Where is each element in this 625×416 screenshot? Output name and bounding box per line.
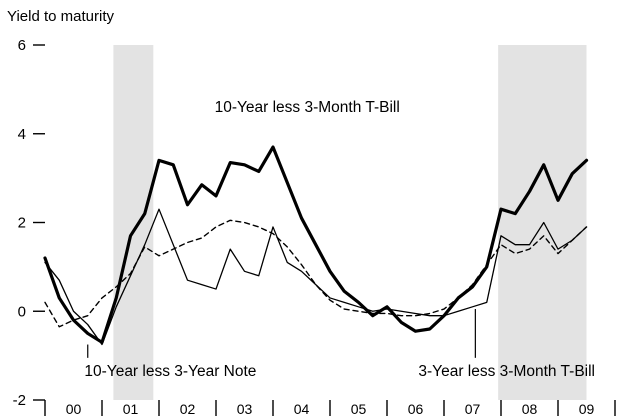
series-line-1 [43, 145, 589, 344]
x-year-label-06: 06 [408, 401, 424, 416]
x-axis: 00 01 02 03 04 05 06 07 08 09 [44, 400, 616, 416]
y-tick-label--2: -2 [13, 392, 26, 409]
x-year-label-07: 07 [465, 401, 481, 416]
x-year-label-05: 05 [351, 401, 367, 416]
x-year-label-04: 04 [294, 401, 310, 416]
series-labels: 10-Year less 3-Month T-Bill 10-Year less … [84, 99, 595, 380]
x-year-label-08: 08 [522, 401, 538, 416]
x-year-label-09: 09 [579, 401, 595, 416]
y-tick-label-4: 4 [18, 126, 26, 143]
recession-shading-group [113, 45, 587, 400]
series-label-2: 10-Year less 3-Year Note [84, 363, 256, 380]
series-lines [43, 145, 589, 346]
y-axis: -2 0 2 4 6 [13, 37, 45, 409]
recession-shade-1 [113, 45, 154, 400]
x-year-label-00: 00 [66, 401, 82, 416]
x-year-label-02: 02 [180, 401, 196, 416]
y-tick-label-0: 0 [18, 303, 26, 320]
y-axis-title: Yield to maturity [7, 8, 114, 25]
series-label-3: 3-Year less 3-Month T-Bill [418, 363, 595, 380]
x-year-label-01: 01 [123, 401, 139, 416]
series-line-3 [44, 219, 588, 328]
series-label-1: 10-Year less 3-Month T-Bill [215, 99, 400, 116]
recession-shade-2 [498, 45, 587, 400]
x-year-label-03: 03 [237, 401, 253, 416]
y-tick-label-6: 6 [18, 37, 26, 54]
y-tick-label-2: 2 [18, 215, 26, 232]
